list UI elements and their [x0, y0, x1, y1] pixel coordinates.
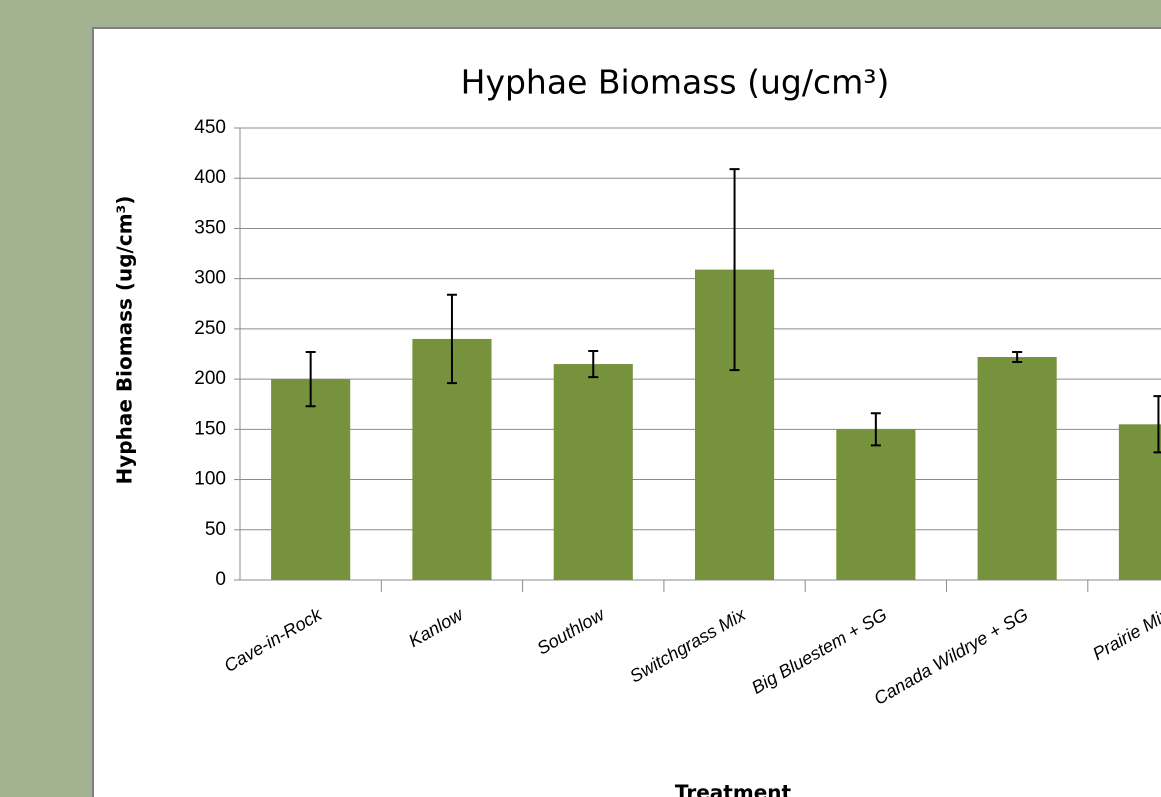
error-bar [1153, 395, 1161, 454]
y-tick-label: 450 [194, 117, 226, 138]
x-axis-title: Treatment [675, 781, 792, 797]
bar [836, 429, 916, 580]
y-tick-label: 400 [194, 167, 226, 188]
y-tick-label: 300 [194, 268, 226, 289]
y-axis-title: Hyphae Biomass (ug/cm³) [113, 196, 137, 485]
error-bar [729, 168, 740, 372]
chart-title: Hyphae Biomass (ug/cm³) [461, 63, 890, 102]
y-tick-label: 150 [194, 418, 226, 439]
bar [553, 364, 633, 580]
error-bar [1012, 350, 1023, 364]
error-bar [446, 293, 457, 385]
bar [271, 379, 351, 580]
error-bar [588, 349, 599, 379]
y-tick-label: 250 [194, 318, 226, 339]
y-tick-label: 100 [194, 469, 226, 490]
bar [1118, 424, 1161, 580]
y-tick-label: 0 [215, 569, 226, 590]
y-tick-label: 200 [194, 368, 226, 389]
error-bar [870, 412, 881, 447]
error-bar [305, 350, 316, 408]
bar [977, 357, 1057, 580]
y-tick-label: 350 [194, 217, 226, 238]
y-tick-label: 50 [205, 519, 226, 540]
